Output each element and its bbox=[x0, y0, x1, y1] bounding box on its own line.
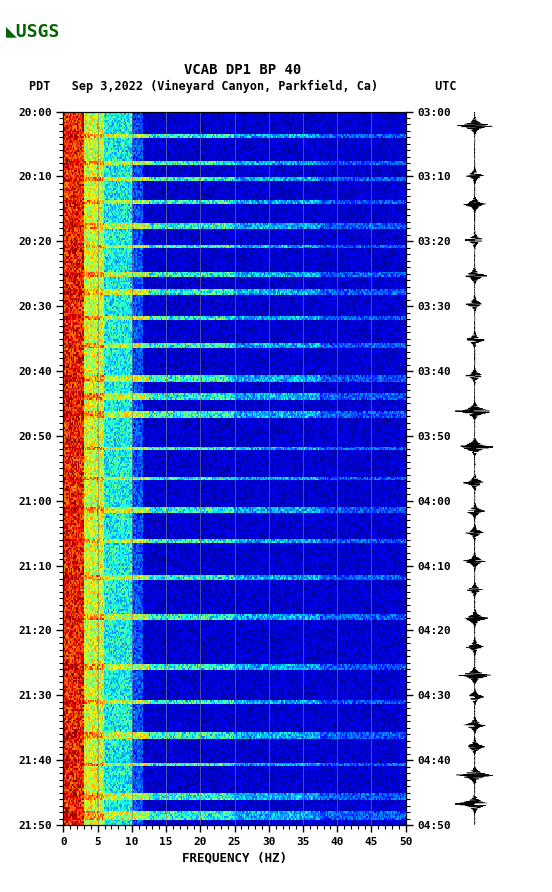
Text: ◣USGS: ◣USGS bbox=[6, 22, 60, 40]
X-axis label: FREQUENCY (HZ): FREQUENCY (HZ) bbox=[182, 851, 287, 864]
Text: VCAB DP1 BP 40: VCAB DP1 BP 40 bbox=[184, 62, 301, 77]
Text: PDT   Sep 3,2022 (Vineyard Canyon, Parkfield, Ca)        UTC: PDT Sep 3,2022 (Vineyard Canyon, Parkfie… bbox=[29, 80, 457, 93]
